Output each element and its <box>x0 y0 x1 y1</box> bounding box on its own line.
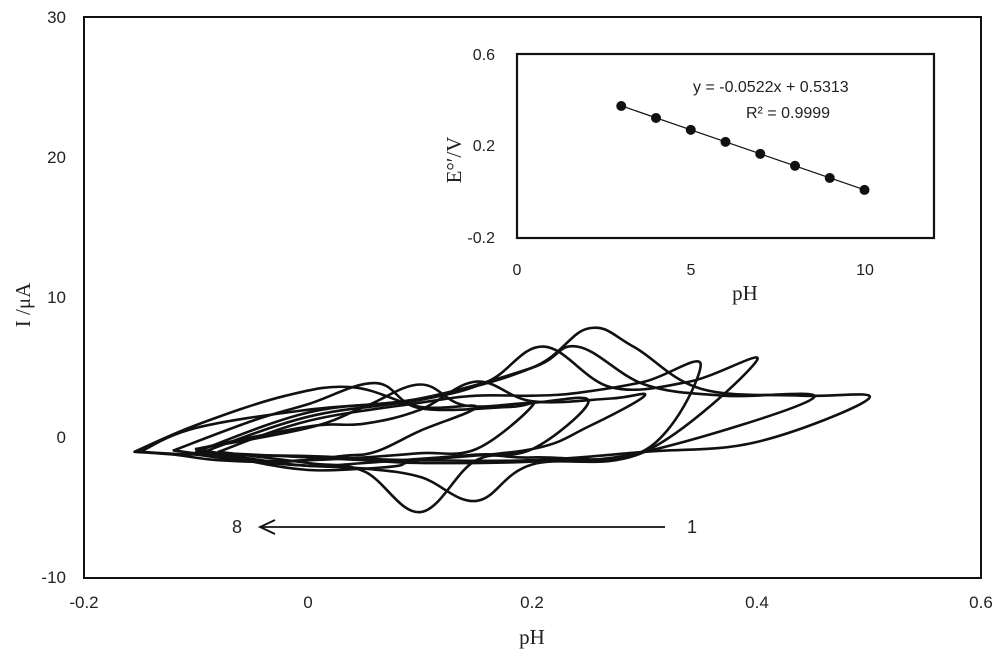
inset-data-point <box>651 112 661 123</box>
inset-y-tick-0.6: 0.6 <box>473 47 495 64</box>
inset-x-tick-5: 5 <box>687 262 696 279</box>
cv-curve-2 <box>194 344 816 465</box>
inset-trendline <box>621 105 865 191</box>
inset-x-tick-10: 10 <box>856 262 874 279</box>
inset-equation: y = -0.0522x + 0.5313 <box>693 79 849 96</box>
main-x-axis-title: pH <box>519 625 545 649</box>
cv-curve-5 <box>194 380 647 472</box>
main-x-tick-neg0.2: -0.2 <box>69 593 98 612</box>
main-x-tick-0.2: 0.2 <box>520 593 544 612</box>
inset-y-tick-0.2: 0.2 <box>473 138 495 155</box>
inset-data-point <box>720 136 731 147</box>
main-x-tick-0: 0 <box>303 593 312 612</box>
main-y-tick-30: 30 <box>47 8 66 27</box>
inset-data-point <box>755 148 766 159</box>
inset-data-point <box>616 100 627 111</box>
cv-curve-6 <box>194 383 590 468</box>
inset-data-point <box>824 172 835 183</box>
inset-x-tick-0: 0 <box>513 262 522 279</box>
main-y-tick-20: 20 <box>47 148 66 167</box>
scan-direction-arrowhead <box>257 519 276 535</box>
cv-curve-8 <box>133 385 478 464</box>
main-y-axis-title: I /μA <box>11 282 35 327</box>
inset-x-axis-title: pH <box>732 281 758 305</box>
scan-label-start: 1 <box>687 517 697 537</box>
cv-curves <box>133 326 872 514</box>
inset-r-squared: R² = 0.9999 <box>746 105 830 122</box>
inset-data-point <box>790 160 800 171</box>
cv-curve-4 <box>217 360 702 514</box>
main-y-tick-neg10: -10 <box>41 568 66 587</box>
scan-label-end: 8 <box>232 517 242 537</box>
main-y-tick-10: 10 <box>47 288 66 307</box>
main-x-tick-0.6: 0.6 <box>969 593 993 612</box>
inset-y-tick-neg0.2: -0.2 <box>467 230 495 247</box>
main-x-tick-0.4: 0.4 <box>745 593 769 612</box>
inset-data-point <box>685 124 696 135</box>
main-plot-frame <box>83 16 982 579</box>
main-y-tick-0: 0 <box>57 428 66 447</box>
inset-data-point <box>859 184 870 195</box>
inset-marks <box>616 100 870 195</box>
inset-y-axis-title: E°′/V <box>442 137 466 184</box>
